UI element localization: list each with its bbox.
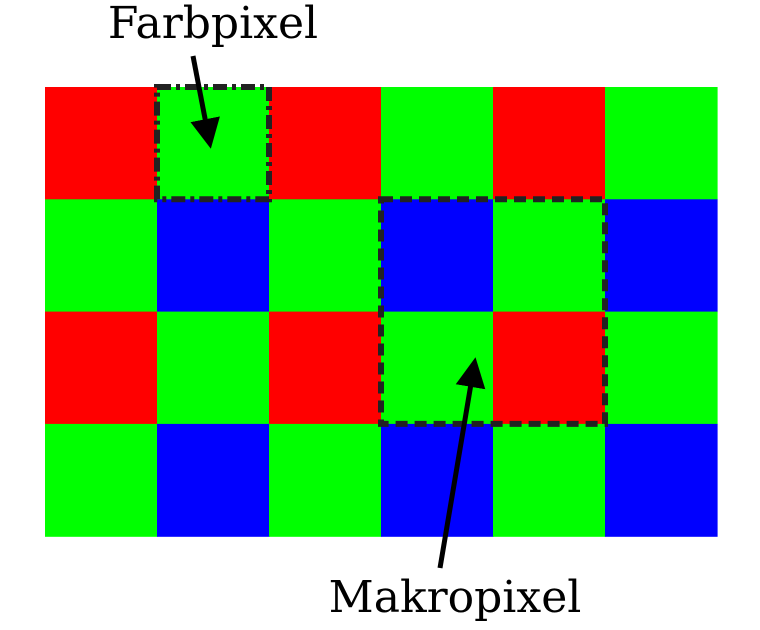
green-pixel-cell [45, 423, 158, 537]
green-pixel-cell [381, 87, 494, 200]
macro-pixel-label: Makropixel [329, 572, 582, 623]
green-pixel-cell [493, 423, 606, 537]
blue-pixel-cell [381, 423, 494, 537]
green-pixel-cell [157, 311, 270, 425]
blue-pixel-cell [605, 423, 718, 537]
macro-pixel-arrow [437, 357, 486, 569]
red-pixel-cell [269, 311, 382, 425]
pixel-grid [45, 87, 718, 537]
green-pixel-cell [381, 311, 494, 425]
green-pixel-cell [605, 87, 718, 200]
green-pixel-cell [269, 423, 382, 537]
green-pixel-cell [269, 199, 382, 313]
red-pixel-cell [493, 87, 606, 200]
blue-pixel-cell [157, 199, 270, 313]
red-pixel-cell [45, 311, 158, 425]
color-pixel-outline [154, 84, 272, 203]
red-pixel-cell [45, 87, 158, 200]
color-pixel-label: Farbpixel [108, 0, 318, 49]
blue-pixel-cell [381, 199, 494, 313]
green-pixel-cell [493, 199, 606, 313]
red-pixel-cell [269, 87, 382, 200]
outline-layer [154, 84, 608, 427]
blue-pixel-cell [157, 423, 270, 537]
blue-pixel-cell [605, 199, 718, 313]
red-pixel-cell [493, 311, 606, 425]
green-pixel-cell [45, 199, 158, 313]
macro-pixel-outline [378, 196, 608, 427]
green-pixel-cell [605, 311, 718, 425]
color-pixel-arrow [190, 55, 220, 149]
green-pixel-cell [157, 87, 270, 200]
